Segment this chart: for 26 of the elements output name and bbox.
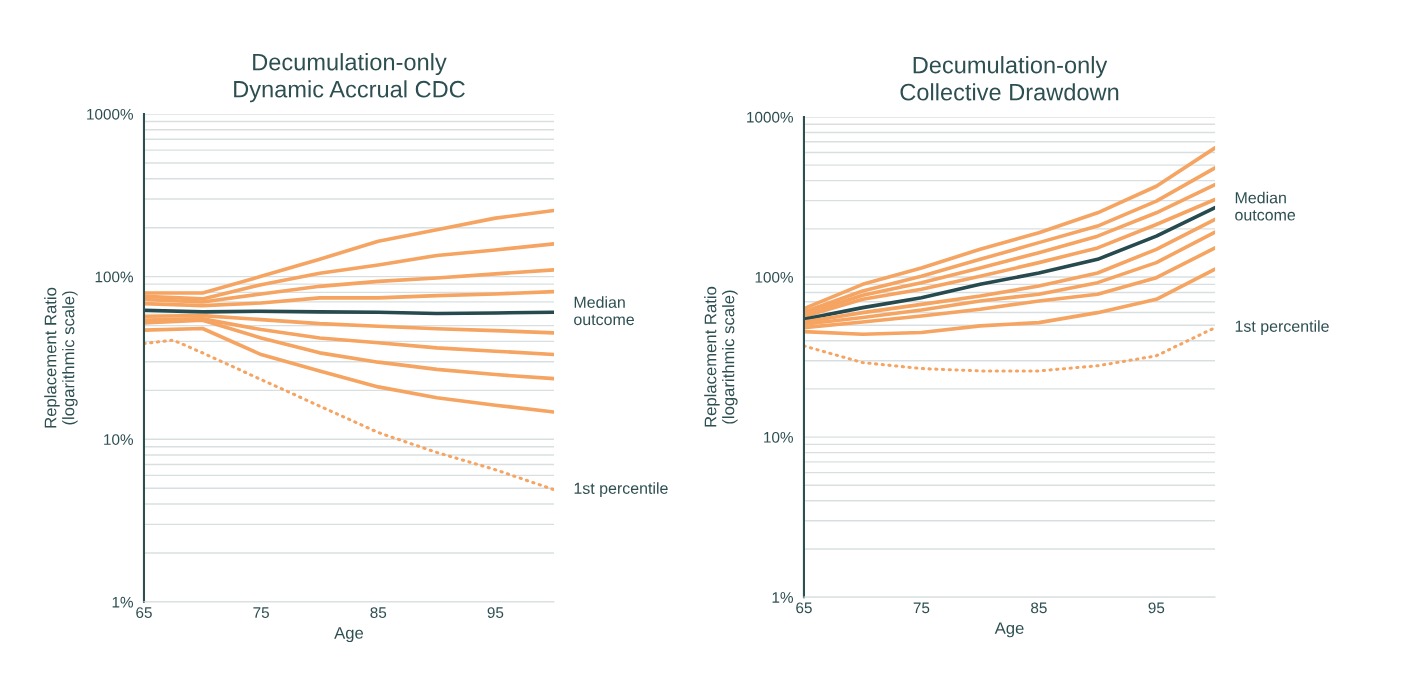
x-tick-label: 75 xyxy=(253,607,269,618)
y-tick-label: 1% xyxy=(112,596,134,608)
x-tick-label: 65 xyxy=(136,607,152,618)
text: 1st percentile xyxy=(574,482,668,498)
x-axis-title: Age xyxy=(334,627,364,643)
chart-title: Decumulation-only Dynamic Accrual CDC xyxy=(234,53,465,103)
y-tick-label: 10% xyxy=(764,431,793,443)
x-tick-label: 95 xyxy=(487,607,504,618)
y-axis-title: Replacement Ratio (logarithmic scale) xyxy=(44,287,78,428)
y-tick-label: 1000% xyxy=(747,111,793,123)
text: Median outcome xyxy=(574,296,634,326)
y-tick-label: 100% xyxy=(755,271,793,283)
x-tick-label: 85 xyxy=(1031,602,1047,614)
x-axis-title: Age xyxy=(994,622,1024,638)
y-axis-title: Replacement Ratio (logarithmic scale) xyxy=(704,286,738,427)
chart-title: Decumulation-only Collective Drawdown xyxy=(900,56,1119,101)
y-tick-label: 1% xyxy=(772,592,793,603)
x-tick-label: 85 xyxy=(370,607,387,618)
text: 1st percentile xyxy=(1235,320,1329,336)
x-tick-label: 65 xyxy=(796,602,812,614)
text: Median outcome xyxy=(1235,191,1296,221)
x-tick-label: 95 xyxy=(1148,602,1165,614)
y-tick-label: 10% xyxy=(104,434,134,445)
y-tick-label: 1000% xyxy=(87,108,134,120)
x-tick-label: 75 xyxy=(913,602,930,614)
y-tick-label: 100% xyxy=(95,271,134,283)
